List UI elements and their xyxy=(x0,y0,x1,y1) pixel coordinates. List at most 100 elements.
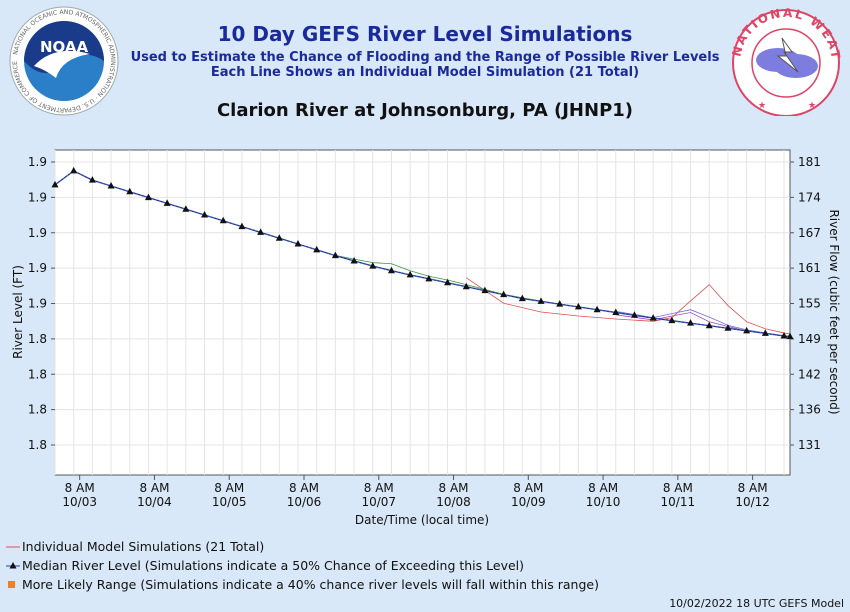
median-point xyxy=(780,331,788,339)
x-tick-label-date: 10/03 xyxy=(62,495,97,509)
median-point xyxy=(537,297,545,304)
median-point xyxy=(649,314,657,321)
median-point xyxy=(574,302,582,310)
median-point xyxy=(425,274,433,282)
median-point xyxy=(743,326,751,334)
y-tick-label-right: 131 xyxy=(798,438,821,452)
median-point xyxy=(518,294,526,302)
y-tick-label-right: 161 xyxy=(798,261,821,275)
median-point xyxy=(786,332,794,340)
y-tick-label-left: 1.9 xyxy=(28,155,47,169)
median-point xyxy=(126,187,134,195)
x-tick-label-date: 10/07 xyxy=(361,495,396,509)
median-point xyxy=(630,311,638,318)
x-tick-label-date: 10/12 xyxy=(735,495,770,509)
y-tick-label-left: 1.9 xyxy=(28,261,47,275)
y-tick-label-right: 181 xyxy=(798,155,821,169)
y-tick-label-right: 136 xyxy=(798,403,821,417)
median-point xyxy=(687,319,695,326)
median-point xyxy=(219,216,227,224)
median-point xyxy=(668,316,676,324)
median-point xyxy=(387,266,395,274)
y-tick-label-left: 1.8 xyxy=(28,332,47,346)
x-tick-label-time: 8 AM xyxy=(289,481,319,495)
individual-simulation-line xyxy=(466,277,791,335)
y-tick-label-left: 1.8 xyxy=(28,367,47,381)
median-point xyxy=(107,181,115,189)
median-point xyxy=(481,286,489,294)
noaa-logo: NOAA NATIONAL OCEANIC AND ATMOSPHERIC AD… xyxy=(9,6,119,116)
median-point xyxy=(144,193,152,201)
median-point xyxy=(462,282,470,290)
median-point xyxy=(444,278,452,286)
x-tick-label-time: 8 AM xyxy=(588,481,618,495)
median-point xyxy=(500,290,508,298)
x-tick-label-time: 8 AM xyxy=(214,481,244,495)
legend-median-swatch xyxy=(6,561,20,568)
median-point xyxy=(406,270,414,278)
legend-median-label: Median River Level (Simulations indicate… xyxy=(22,558,525,573)
median-point xyxy=(350,256,358,264)
y-tick-label-right: 167 xyxy=(798,226,821,240)
median-point xyxy=(70,166,78,174)
x-tick-label-date: 10/06 xyxy=(287,495,322,509)
x-tick-label-time: 8 AM xyxy=(513,481,543,495)
y-axis-label-left: River Level (FT) xyxy=(11,265,25,359)
nws-logo: NATIONAL WEATHER SERVICE ★ ★ xyxy=(730,6,841,116)
median-point xyxy=(612,308,620,315)
x-tick-label-date: 10/11 xyxy=(661,495,696,509)
legend-range-label: More Likely Range (Simulations indicate … xyxy=(22,577,599,592)
x-tick-label-time: 8 AM xyxy=(65,481,95,495)
y-axis-label-right: River Flow (cubic feet per second) xyxy=(827,209,841,414)
legend-individual-swatch xyxy=(6,546,20,547)
x-tick-label-date: 10/05 xyxy=(212,495,247,509)
chart-subtitle-2: Each Line Shows an Individual Model Simu… xyxy=(210,65,640,80)
noaa-logo-text: NOAA xyxy=(40,38,89,56)
y-tick-label-right: 174 xyxy=(798,190,821,204)
median-point xyxy=(88,176,96,183)
legend-range: More Likely Range (Simulations indicate … xyxy=(6,577,599,592)
median-point xyxy=(313,245,321,253)
x-tick-label-time: 8 AM xyxy=(139,481,169,495)
x-tick-label-date: 10/04 xyxy=(137,495,172,509)
legend-individual-label: Individual Model Simulations (21 Total) xyxy=(22,539,265,554)
y-tick-label-left: 1.8 xyxy=(28,438,47,452)
x-tick-label-time: 8 AM xyxy=(738,481,768,495)
median-point xyxy=(257,228,265,235)
x-tick-label-date: 10/09 xyxy=(511,495,546,509)
legend-median: Median River Level (Simulations indicate… xyxy=(6,558,524,573)
y-tick-label-right: 155 xyxy=(798,297,821,311)
median-point xyxy=(163,199,171,206)
chart-title: 10 Day GEFS River Level Simulations xyxy=(217,22,633,46)
median-point xyxy=(238,222,246,230)
median-point xyxy=(593,305,601,313)
x-tick-label-time: 8 AM xyxy=(364,481,394,495)
median-point xyxy=(761,329,769,336)
median-point xyxy=(51,180,59,188)
chart-subtitle-1: Used to Estimate the Chance of Flooding … xyxy=(130,50,720,65)
x-tick-label-date: 10/08 xyxy=(436,495,471,509)
median-point xyxy=(275,234,283,241)
median-point xyxy=(331,251,339,259)
y-tick-label-left: 1.8 xyxy=(28,403,47,417)
median-point xyxy=(369,262,377,269)
median-point xyxy=(556,300,564,307)
nws-star-right-icon: ★ xyxy=(808,101,816,111)
plot-area xyxy=(54,149,791,476)
median-point xyxy=(201,211,209,218)
y-tick-label-left: 1.9 xyxy=(28,190,47,204)
model-run-footer: 10/02/2022 18 UTC GEFS Model xyxy=(669,597,844,610)
legend-individual: Individual Model Simulations (21 Total) xyxy=(6,539,264,554)
y-tick-label-left: 1.9 xyxy=(28,226,47,240)
median-point xyxy=(705,321,713,329)
y-tick-label-right: 142 xyxy=(798,367,821,381)
x-axis-label: Date/Time (local time) xyxy=(355,513,489,527)
legend-range-swatch xyxy=(8,580,15,588)
median-point xyxy=(724,324,732,331)
y-tick-label-right: 149 xyxy=(798,332,821,346)
x-tick-label-time: 8 AM xyxy=(663,481,693,495)
median-point xyxy=(294,240,302,247)
x-tick-label-time: 8 AM xyxy=(439,481,469,495)
station-name: Clarion River at Johnsonburg, PA (JHNP1) xyxy=(216,100,634,121)
